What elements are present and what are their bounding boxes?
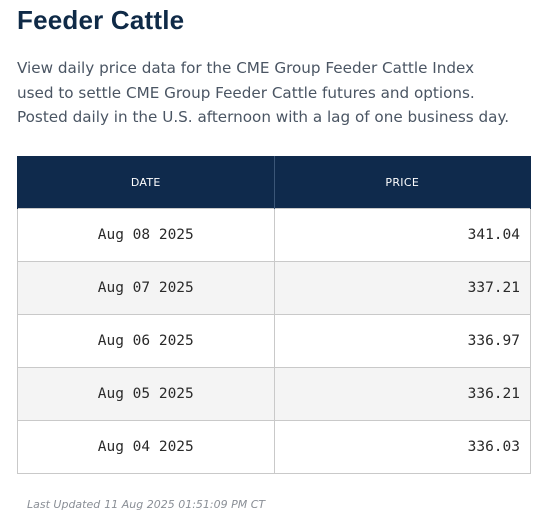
date-cell: Aug 08 2025: [17, 208, 275, 262]
date-cell: Aug 05 2025: [17, 367, 275, 421]
price-table: DATE PRICE Aug 08 2025 341.04 Aug 07 202…: [17, 156, 531, 474]
price-cell: 336.97: [273, 314, 531, 368]
price-cell: 336.21: [273, 367, 531, 421]
description-line: used to settle CME Group Feeder Cattle f…: [17, 83, 475, 102]
last-updated-label: Last Updated: [27, 498, 101, 511]
table-row: Aug 07 2025 337.21: [17, 261, 531, 315]
table-row: Aug 05 2025 336.21: [17, 367, 531, 421]
page-title: Feeder Cattle: [17, 5, 185, 35]
price-cell: 336.03: [273, 420, 531, 474]
column-header-date[interactable]: DATE: [17, 156, 275, 209]
price-cell: 341.04: [273, 208, 531, 262]
table-row: Aug 06 2025 336.97: [17, 314, 531, 368]
table-row: Aug 04 2025 336.03: [17, 420, 531, 474]
description-line: Posted daily in the U.S. afternoon with …: [17, 108, 510, 126]
date-cell: Aug 07 2025: [17, 261, 275, 315]
column-header-price[interactable]: PRICE: [273, 156, 531, 209]
price-cell: 337.21: [273, 261, 531, 315]
last-updated-value: 11 Aug 2025 01:51:09 PM CT: [104, 498, 266, 511]
description-line: View daily price data for the CME Group …: [17, 59, 475, 77]
last-updated: Last Updated 11 Aug 2025 01:51:09 PM CT: [27, 498, 265, 511]
table-row: Aug 08 2025 341.04: [17, 208, 531, 262]
date-cell: Aug 06 2025: [17, 314, 275, 368]
date-cell: Aug 04 2025: [17, 420, 275, 474]
page-description: View daily price data for the CME Group …: [17, 56, 547, 130]
table-header-row: DATE PRICE: [17, 156, 531, 209]
